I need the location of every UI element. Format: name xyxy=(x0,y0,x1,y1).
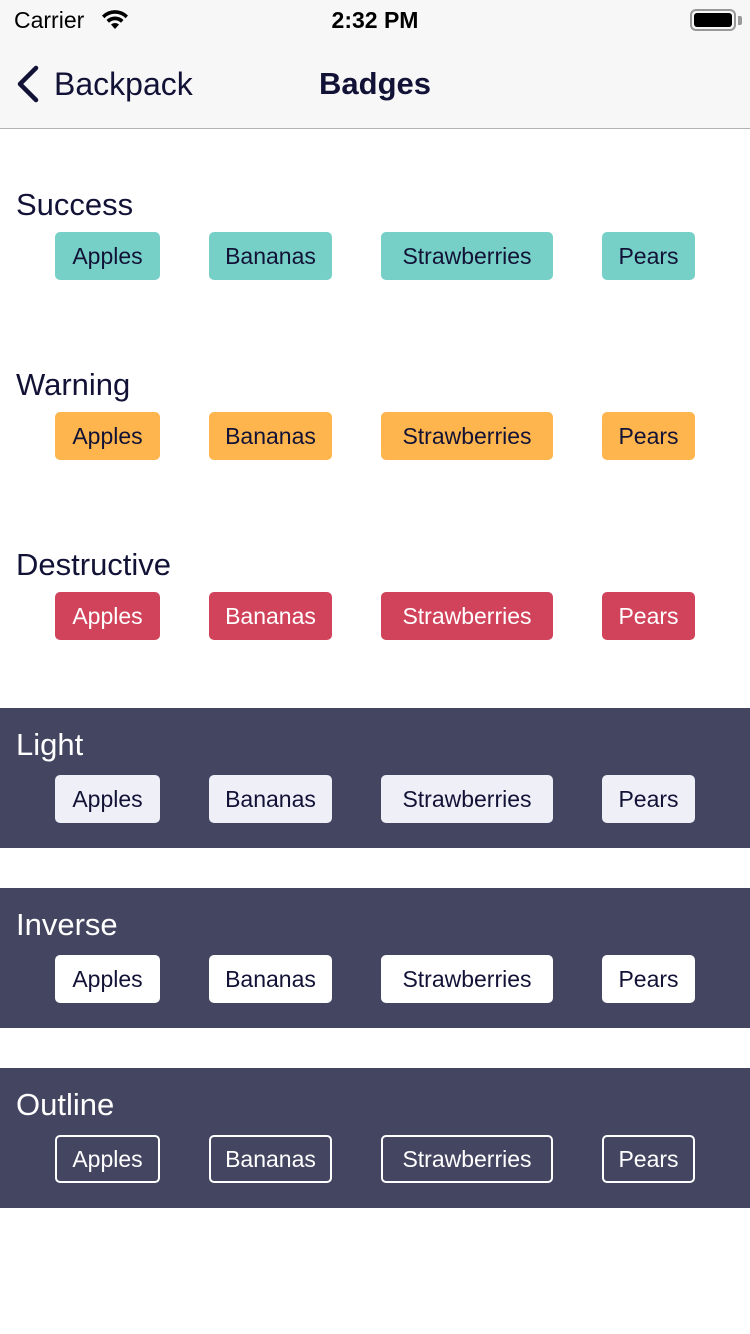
badge-apples: Apples xyxy=(55,775,160,823)
carrier-label: Carrier xyxy=(14,7,85,33)
section-title: Destructive xyxy=(16,547,172,582)
section-destructive: Destructive Apples Bananas Strawberries … xyxy=(0,525,750,665)
badge-apples: Apples xyxy=(55,232,160,280)
badge-pears: Pears xyxy=(602,232,695,280)
badge-bananas: Bananas xyxy=(209,232,332,280)
page-title: Badges xyxy=(319,66,431,101)
section-light: Light Apples Bananas Strawberries Pears xyxy=(0,708,750,848)
section-title: Outline xyxy=(16,1087,115,1122)
section-outline: Outline Apples Bananas Strawberries Pear… xyxy=(0,1068,750,1208)
wifi-icon xyxy=(102,10,128,29)
badge-strawberries: Strawberries xyxy=(381,1135,553,1183)
badge-pears: Pears xyxy=(602,775,695,823)
battery-tip xyxy=(738,16,742,25)
section-title: Inverse xyxy=(16,907,118,942)
back-label: Backpack xyxy=(54,65,193,102)
badge-bananas: Bananas xyxy=(209,592,332,640)
section-title: Success xyxy=(16,187,134,222)
badge-pears: Pears xyxy=(602,592,695,640)
battery-icon xyxy=(690,9,736,31)
navigation-bar: Backpack Badges xyxy=(0,40,750,129)
badge-strawberries: Strawberries xyxy=(381,955,553,1003)
back-button[interactable]: Backpack xyxy=(14,62,193,106)
section-title: Light xyxy=(16,727,84,762)
badge-bananas: Bananas xyxy=(209,412,332,460)
badge-strawberries: Strawberries xyxy=(381,775,553,823)
badge-apples: Apples xyxy=(55,1135,160,1183)
badge-bananas: Bananas xyxy=(209,1135,332,1183)
status-time: 2:32 PM xyxy=(331,7,419,33)
section-inverse: Inverse Apples Bananas Strawberries Pear… xyxy=(0,888,750,1028)
section-success: Success Apples Bananas Strawberries Pear… xyxy=(0,165,750,305)
badge-strawberries: Strawberries xyxy=(381,592,553,640)
badge-strawberries: Strawberries xyxy=(381,232,553,280)
badge-strawberries: Strawberries xyxy=(381,412,553,460)
badge-pears: Pears xyxy=(602,1135,695,1183)
badge-bananas: Bananas xyxy=(209,955,332,1003)
chevron-left-icon xyxy=(17,65,39,103)
section-warning: Warning Apples Bananas Strawberries Pear… xyxy=(0,345,750,485)
badge-pears: Pears xyxy=(602,412,695,460)
status-bar: Carrier 2:32 PM xyxy=(0,0,750,40)
badge-pears: Pears xyxy=(602,955,695,1003)
section-title: Warning xyxy=(16,367,131,402)
badge-bananas: Bananas xyxy=(209,775,332,823)
badge-apples: Apples xyxy=(55,592,160,640)
badge-apples: Apples xyxy=(55,412,160,460)
badge-apples: Apples xyxy=(55,955,160,1003)
